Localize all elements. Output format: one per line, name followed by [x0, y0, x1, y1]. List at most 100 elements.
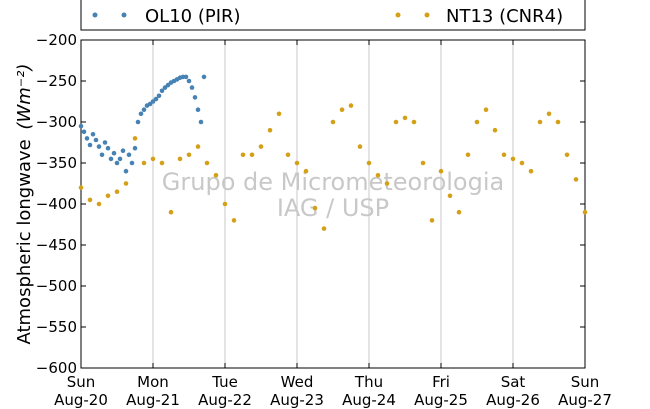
legend-marker-nt13	[424, 12, 430, 18]
point-series-0	[198, 119, 204, 125]
point-series-1	[420, 160, 426, 166]
point-series-1	[492, 127, 498, 133]
point-series-0	[96, 144, 102, 149]
point-series-1	[186, 152, 192, 158]
point-series-0	[99, 152, 105, 158]
y-tick-label: −600	[36, 359, 77, 377]
point-series-0	[132, 145, 138, 151]
point-series-1	[393, 119, 399, 125]
point-series-0	[183, 74, 189, 80]
y-tick-label: −450	[36, 236, 77, 254]
point-series-1	[555, 119, 561, 125]
point-series-0	[117, 156, 123, 162]
point-series-1	[357, 144, 363, 149]
x-gridlines	[152, 40, 514, 368]
point-series-0	[93, 137, 99, 143]
y-tick-label: −550	[36, 318, 77, 336]
point-series-1	[564, 152, 570, 158]
point-series-0	[195, 107, 201, 112]
point-series-0	[81, 129, 87, 135]
point-series-1	[258, 144, 264, 149]
point-series-1	[411, 119, 417, 125]
legend-marker-ol10	[92, 12, 98, 18]
point-series-1	[159, 160, 165, 166]
x-tick-label: Aug-25	[414, 391, 468, 409]
point-series-0	[156, 93, 162, 99]
point-series-0	[141, 107, 147, 112]
x-tick-label: Aug-23	[270, 391, 324, 409]
plot-area	[80, 39, 586, 369]
legend-label-nt13: NT13 (CNR4)	[446, 6, 563, 27]
point-series-1	[501, 152, 507, 158]
point-series-1	[267, 127, 273, 133]
x-tick-label: Aug-26	[486, 391, 540, 409]
point-series-0	[120, 148, 126, 153]
point-series-0	[138, 111, 144, 117]
point-series-1	[276, 111, 282, 117]
point-series-0	[84, 136, 90, 141]
point-series-1	[114, 189, 120, 194]
y-axis-label-unit: (Wm⁻²)	[14, 63, 35, 129]
point-series-1	[222, 201, 228, 207]
point-series-1	[312, 205, 318, 211]
point-series-1	[249, 152, 255, 158]
point-series-1	[141, 160, 147, 166]
point-series-1	[321, 226, 327, 231]
point-series-1	[510, 156, 516, 162]
point-series-0	[87, 142, 93, 148]
point-series-1	[240, 152, 246, 158]
x-tick-day: Tue	[211, 373, 238, 391]
point-series-1	[132, 136, 138, 141]
x-tick-day: Sun	[67, 373, 96, 391]
point-series-1	[123, 181, 129, 186]
point-series-0	[114, 160, 120, 166]
x-tick-day: Mon	[137, 373, 169, 391]
point-series-1	[384, 181, 390, 186]
point-series-1	[168, 209, 174, 215]
x-tick-label: Aug-21	[126, 391, 180, 409]
point-series-0	[189, 85, 195, 90]
point-series-0	[111, 150, 117, 156]
y-axis-label: Atmospheric longwave (Wm⁻²)	[14, 63, 35, 344]
x-tick-day: Sun	[571, 373, 600, 391]
y-tick-label: −500	[36, 277, 77, 295]
point-series-1	[150, 156, 156, 162]
point-series-0	[105, 145, 111, 151]
x-tick-label: Aug-22	[198, 391, 252, 409]
point-series-1	[402, 115, 408, 121]
point-series-0	[90, 132, 96, 137]
point-series-1	[537, 119, 543, 125]
x-tick-label: Aug-27	[558, 391, 612, 409]
legend-marker-ol10	[121, 12, 127, 18]
x-tick-day: Thu	[354, 373, 383, 391]
point-series-1	[195, 144, 201, 149]
point-series-0	[78, 123, 84, 129]
point-series-1	[465, 152, 471, 158]
x-tick-label: Aug-24	[342, 391, 396, 409]
y-tick-label: −350	[36, 154, 77, 172]
legend: OL10 (PIR) NT13 (CNR4)	[80, 0, 586, 31]
point-series-0	[201, 74, 207, 80]
point-series-0	[102, 140, 108, 145]
data-points	[78, 74, 588, 231]
point-series-1	[456, 209, 462, 215]
point-series-0	[126, 152, 132, 158]
point-series-1	[438, 168, 444, 174]
point-series-1	[303, 168, 309, 174]
watermark-line-2: IAG / USP	[277, 194, 389, 222]
point-series-0	[159, 88, 165, 94]
point-series-1	[474, 119, 480, 125]
x-tick-label: Aug-20	[54, 391, 108, 409]
point-series-1	[204, 160, 210, 166]
legend-box	[80, 0, 586, 31]
y-axis: −200 −250 −300 −350 −400 −450 −500 −550 −600	[36, 31, 585, 377]
point-series-1	[177, 156, 183, 162]
point-series-1	[582, 209, 588, 215]
point-series-1	[285, 152, 291, 158]
point-series-1	[348, 103, 354, 108]
point-series-0	[129, 160, 135, 166]
x-tick-day: Wed	[281, 373, 314, 391]
point-series-0	[192, 95, 198, 100]
point-series-1	[528, 168, 534, 174]
